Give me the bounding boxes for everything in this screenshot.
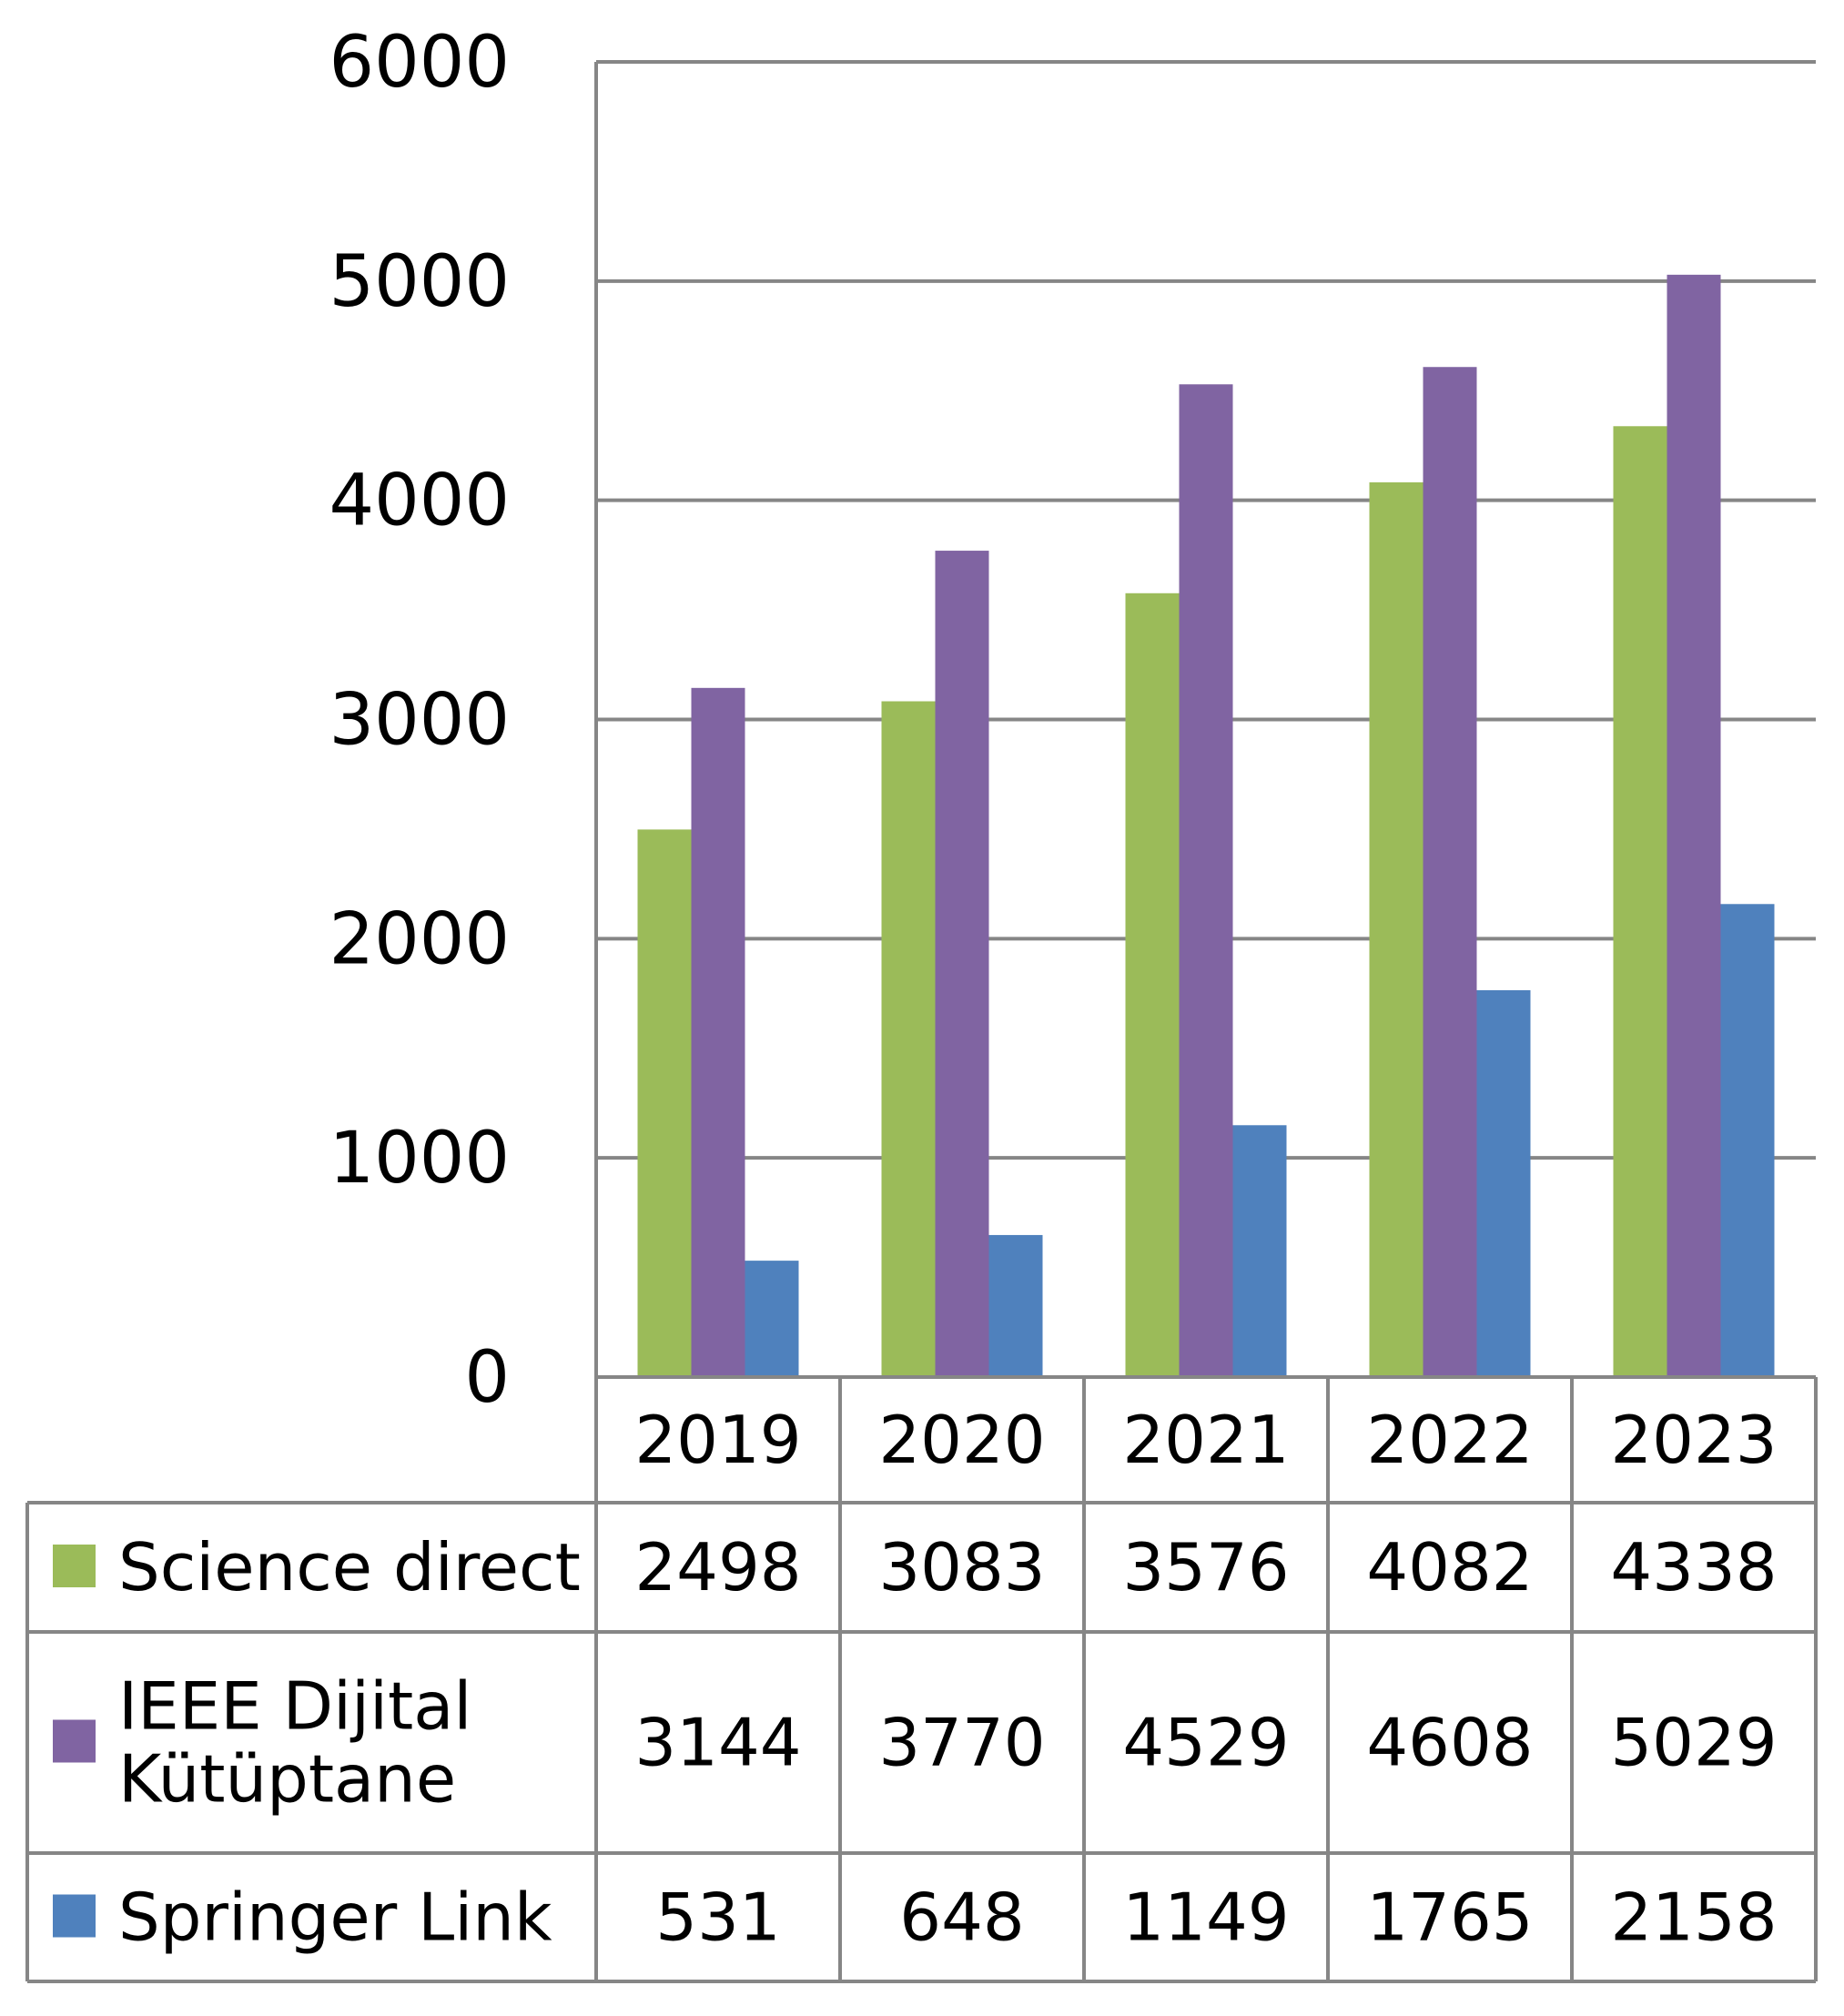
table-value: 648	[899, 1879, 1024, 1956]
bar-ieee-dijital-k-t-ptane-2020	[935, 551, 989, 1377]
legend-label: Springer Link	[118, 1879, 552, 1956]
y-tick-label: 0	[464, 1337, 510, 1419]
table-value: 5029	[1610, 1705, 1777, 1781]
y-tick-label: 1000	[329, 1118, 510, 1200]
y-axis-ticks: 0 1000 2000 3000 4000 5000 6000	[329, 22, 510, 1419]
table-value: 2498	[634, 1529, 801, 1606]
table-value: 1149	[1122, 1879, 1289, 1956]
y-tick-label: 2000	[329, 898, 510, 980]
bar-science-direct-2022	[1369, 481, 1424, 1377]
legend-label: Kütüptane	[118, 1741, 456, 1818]
bar-science-direct-2023	[1613, 426, 1667, 1377]
bar-springer-link-2021	[1232, 1125, 1287, 1377]
table-value: 3083	[878, 1529, 1045, 1606]
legend-swatch	[53, 1545, 96, 1587]
bar-ieee-dijital-k-t-ptane-2021	[1179, 384, 1233, 1377]
y-tick-label: 3000	[329, 680, 510, 762]
table-value: 3576	[1122, 1529, 1289, 1606]
bar-science-direct-2019	[637, 829, 692, 1377]
bar-springer-link-2020	[988, 1234, 1043, 1377]
category-label: 2019	[634, 1402, 801, 1478]
bar-springer-link-2023	[1720, 904, 1775, 1377]
legend-swatch	[53, 1719, 96, 1763]
table-value: 2158	[1610, 1879, 1777, 1956]
table-value: 4338	[1610, 1529, 1777, 1606]
category-label: 2020	[878, 1402, 1045, 1478]
bars	[637, 274, 1775, 1378]
bar-ieee-dijital-k-t-ptane-2019	[691, 687, 745, 1377]
table-value: 3144	[634, 1705, 801, 1781]
y-tick-label: 6000	[329, 22, 510, 104]
bar-science-direct-2020	[881, 701, 936, 1377]
table-value: 1765	[1366, 1879, 1533, 1956]
y-tick-label: 5000	[329, 241, 510, 323]
legend-swatch	[53, 1894, 96, 1938]
legend-label: Science direct	[118, 1529, 581, 1606]
category-label: 2022	[1366, 1402, 1533, 1478]
table-value: 4608	[1366, 1705, 1533, 1781]
table-value: 4082	[1366, 1529, 1533, 1606]
bar-ieee-dijital-k-t-ptane-2022	[1423, 367, 1477, 1377]
gridlines	[594, 60, 1816, 1377]
bar-ieee-dijital-k-t-ptane-2023	[1667, 274, 1721, 1378]
category-label: 2021	[1122, 1402, 1289, 1478]
legend-label: IEEE Dijital	[118, 1668, 471, 1745]
table-value: 4529	[1122, 1705, 1289, 1781]
data-table: 2019 2020 2021 2022 2023 Science direct 2498 30…	[25, 1375, 1818, 1983]
bar-springer-link-2022	[1476, 989, 1531, 1377]
bar-science-direct-2021	[1125, 593, 1180, 1377]
category-label: 2023	[1610, 1402, 1777, 1478]
table-value: 531	[655, 1879, 780, 1956]
y-tick-label: 4000	[329, 461, 510, 542]
table-value: 3770	[878, 1705, 1045, 1781]
bar-springer-link-2019	[745, 1261, 799, 1377]
